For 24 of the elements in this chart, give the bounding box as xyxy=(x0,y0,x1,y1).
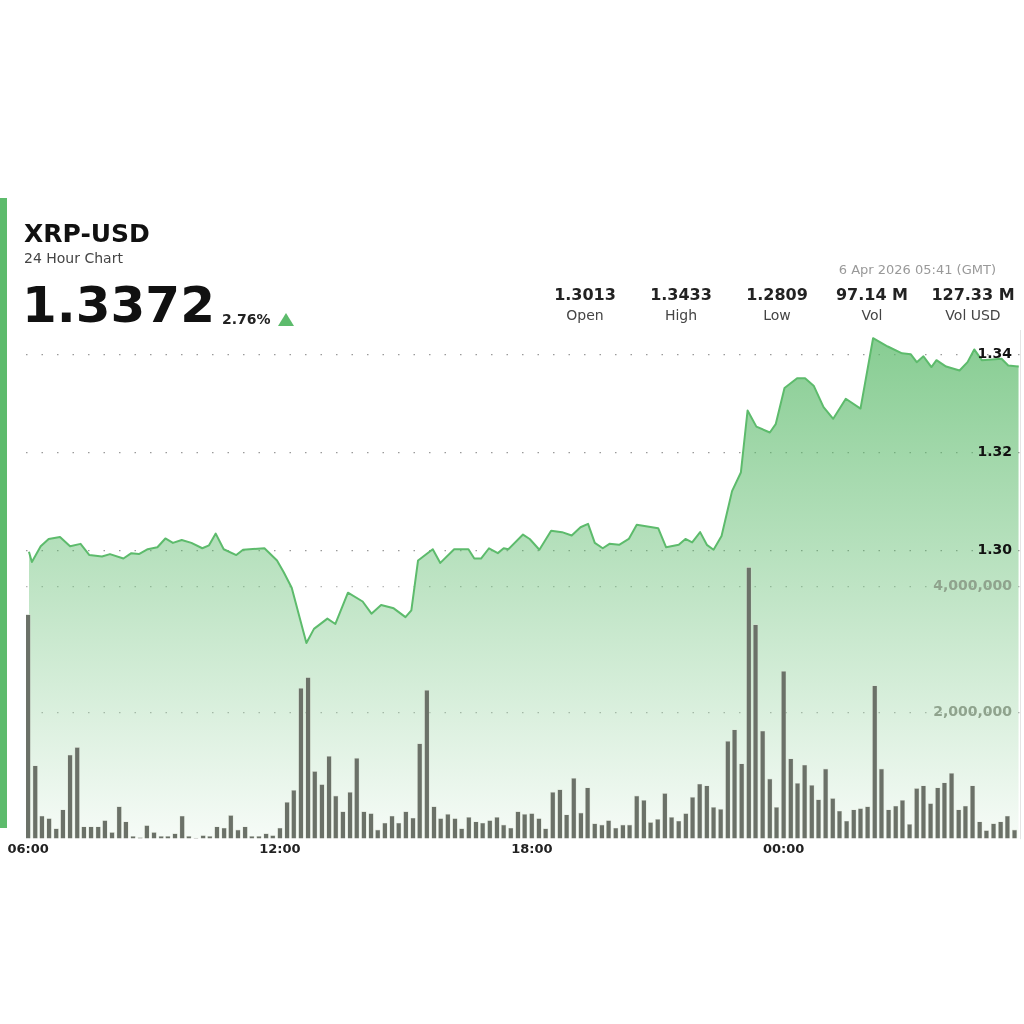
text: Vol USD xyxy=(944,307,1002,323)
text: 6 Apr 2026 05:41 (GMT) xyxy=(838,262,996,277)
y2-tick-label: 2,000,000 xyxy=(933,703,1013,720)
text: Vol xyxy=(860,307,884,323)
y-tick-label: 1.32 xyxy=(977,443,1012,460)
text: Low xyxy=(762,307,792,323)
x-tick-label: 06:00 xyxy=(7,840,49,856)
text: 2.76% xyxy=(222,311,271,327)
text: 97.14 M xyxy=(834,285,910,304)
text: 1.3433 xyxy=(649,285,713,304)
x-tick-label: 12:00 xyxy=(259,840,301,856)
text: Open xyxy=(565,307,605,323)
chart-subtitle: 24 Hour Chart xyxy=(24,250,123,266)
text: High xyxy=(663,307,699,323)
text: 127.33 M xyxy=(930,285,1016,304)
y-tick-label: 1.30 xyxy=(977,540,1013,557)
x-tick-label: 18:00 xyxy=(511,840,553,856)
chart-title: XRP-USD xyxy=(24,219,150,248)
y2-tick-label: 4,000,000 xyxy=(933,577,1013,594)
annotation: 1.3372 xyxy=(22,275,215,336)
x-tick-label: 00:00 xyxy=(762,840,805,856)
text: 1.2809 xyxy=(745,285,809,304)
text: 1.3013 xyxy=(553,285,617,304)
y-tick-label: 1.34 xyxy=(977,345,1013,362)
